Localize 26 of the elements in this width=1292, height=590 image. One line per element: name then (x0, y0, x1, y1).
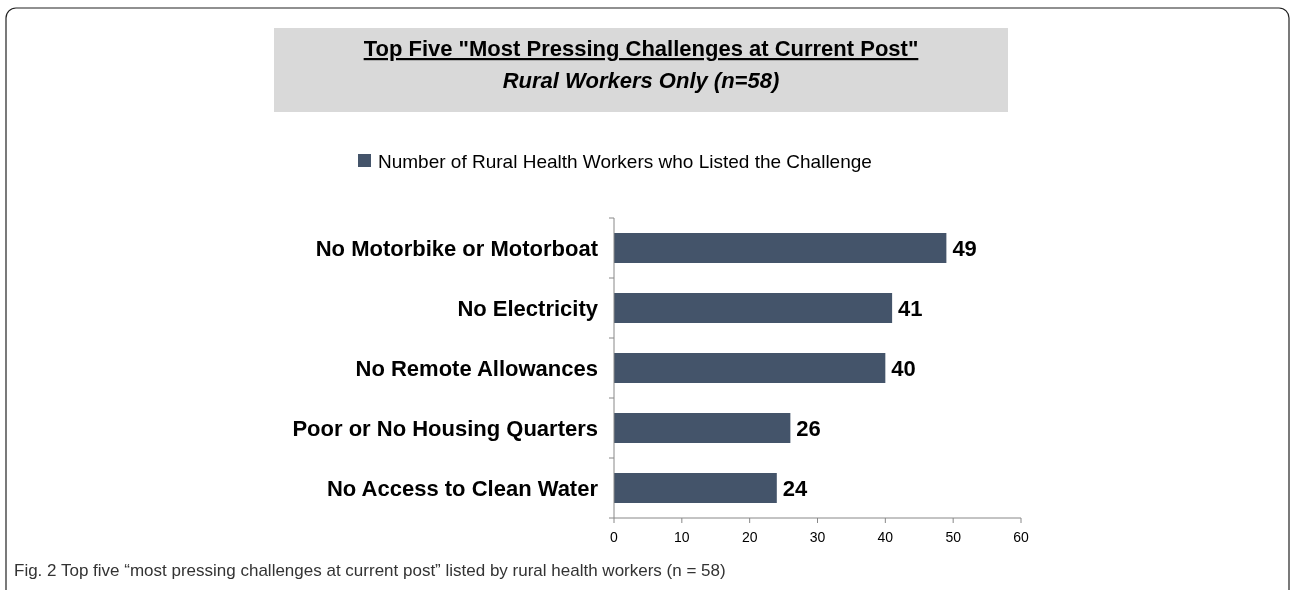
x-tick-label: 30 (809, 529, 826, 545)
bar (614, 293, 893, 323)
caption: Fig. 2 Top five “most pressing challenges at current post” listed by rural health workers (n = 58) (14, 561, 726, 580)
y-tick-label: No Remote Allowances (355, 355, 598, 381)
data-label: 26 (796, 415, 821, 441)
bar (614, 353, 886, 383)
data-label: 24 (782, 475, 809, 501)
y-tick-label: No Access to Clean Water (326, 475, 599, 501)
y-tick-label: No Electricity (457, 295, 599, 321)
x-tick-label: 40 (877, 529, 894, 545)
x-tick-label: 20 (741, 529, 758, 545)
bar (614, 233, 947, 263)
x-tick-label: 0 (610, 529, 619, 545)
data-label: 41 (898, 295, 923, 321)
x-tick-label: 50 (945, 529, 962, 545)
bar (614, 473, 777, 503)
y-tick-label: Poor or No Housing Quarters (292, 415, 598, 441)
data-label: 49 (952, 235, 977, 261)
bar (614, 413, 791, 443)
legend-label: Number of Rural Health Workers who Listed the Challenge (378, 150, 872, 172)
data-label: 40 (891, 355, 916, 381)
y-tick-label: No Motorbike or Motorboat (315, 235, 599, 261)
chart-subtitle: Rural Workers Only (n=58) (502, 68, 780, 93)
x-tick-label: 10 (674, 529, 690, 545)
x-tick-label: 60 (1013, 529, 1029, 545)
chart-title: Top Five "Most Pressing Challenges at Current Post" (363, 36, 919, 61)
